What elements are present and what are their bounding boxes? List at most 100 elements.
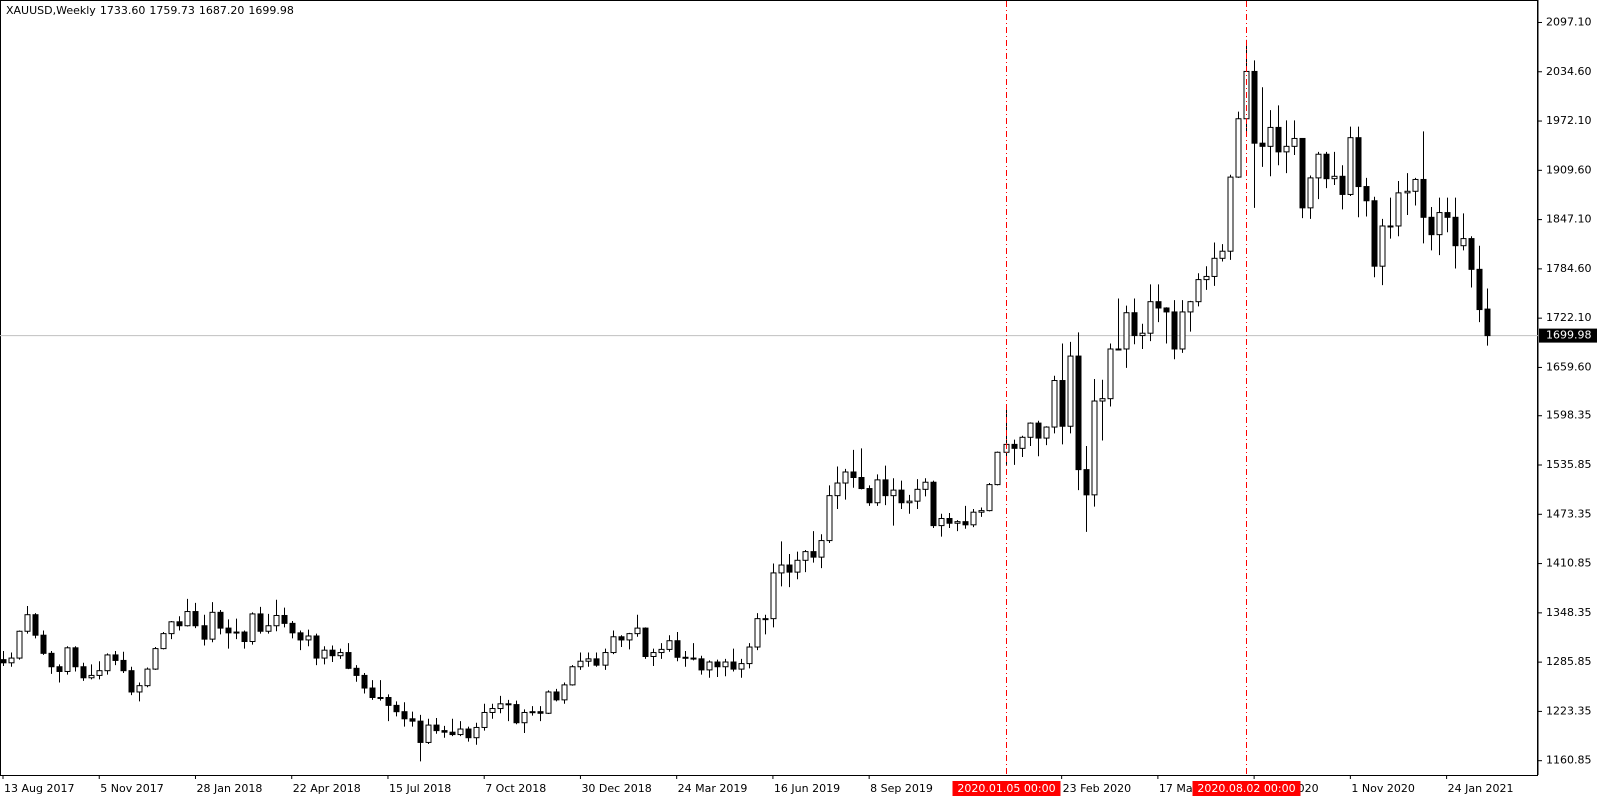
x-tick-label: 22 Apr 2018 (293, 782, 361, 795)
candle-body (1484, 308, 1491, 337)
candle-body (377, 696, 384, 699)
candle-body (24, 614, 31, 632)
candle-body (658, 648, 665, 654)
candle-body (682, 656, 689, 659)
x-tick-label: 1 Nov 2020 (1351, 782, 1414, 795)
candle-body (1091, 400, 1098, 496)
candle-body (545, 691, 552, 714)
candle-body (1219, 250, 1226, 259)
candle-body (1291, 137, 1298, 147)
candle-body (417, 720, 424, 743)
y-tick-label: 1348.35 (1546, 606, 1592, 619)
candle-body (449, 731, 456, 736)
candle-body (634, 627, 641, 635)
candle-body (810, 551, 817, 558)
candle-body (345, 652, 352, 669)
price-tag-bg (1539, 328, 1597, 343)
candle-body (273, 614, 280, 627)
y-tick-label: 2034.60 (1546, 65, 1592, 78)
candle-body (978, 510, 985, 513)
plot-frame (0, 0, 1538, 776)
candle-body (1155, 301, 1162, 309)
candle-body (1315, 153, 1322, 179)
candle-body (834, 482, 841, 497)
candle-body (1347, 137, 1354, 195)
candle-body (305, 635, 312, 641)
candle-body (337, 652, 344, 657)
candle-body (626, 633, 633, 641)
y-tick-label: 2097.10 (1546, 15, 1592, 28)
candle-body (425, 724, 432, 743)
candle-body (762, 618, 769, 621)
candle-body (842, 471, 849, 484)
candle-body (874, 479, 881, 504)
candle-body (361, 674, 368, 689)
candle-body (970, 511, 977, 526)
candle-body (754, 618, 761, 648)
candle-body (32, 614, 39, 636)
candle-body (257, 613, 264, 632)
candle-body (96, 670, 103, 676)
candle-body (666, 640, 673, 650)
y-tick-label: 1972.10 (1546, 114, 1592, 127)
candle-body (802, 551, 809, 561)
candle-body (192, 611, 199, 627)
candle-body (353, 667, 360, 676)
candle-body (994, 451, 1001, 486)
candle-body (1099, 398, 1106, 402)
candle-body (120, 659, 127, 672)
candle-body (88, 674, 95, 679)
candle-body (1363, 186, 1370, 202)
candle-body (1251, 70, 1258, 144)
candle-body (986, 484, 993, 512)
candle-body (786, 564, 793, 573)
candle-body (481, 711, 488, 728)
candle-body (954, 521, 961, 524)
candle-body (1283, 145, 1290, 153)
marker-label: 2020.01.05 00:00 (957, 782, 1055, 795)
candle-body (1235, 118, 1242, 178)
candle-body (1468, 238, 1475, 270)
candle-body (128, 670, 135, 693)
candle-body (369, 687, 376, 698)
candle-body (778, 564, 785, 574)
header-open: 1733.60 (99, 4, 146, 17)
candle-body (1299, 137, 1306, 209)
y-tick-label: 1223.35 (1546, 704, 1592, 717)
candle-body (1420, 178, 1427, 218)
candle-body (930, 481, 937, 527)
candle-body (313, 635, 320, 659)
candle-body (1115, 348, 1122, 351)
candle-body (561, 684, 568, 701)
x-tick-label: 15 Jul 2018 (389, 782, 451, 795)
candle-body (1460, 238, 1467, 247)
candle-body (1436, 212, 1443, 236)
header-close: 1699.98 (248, 4, 294, 17)
candle-body (1395, 192, 1402, 227)
candle-body (473, 726, 480, 739)
candle-body (770, 572, 777, 620)
candle-body (585, 658, 592, 662)
candle-body (1171, 311, 1178, 350)
candle-body (1275, 126, 1282, 153)
candle-body (1179, 311, 1186, 350)
candle-body (393, 704, 400, 713)
candle-body (209, 611, 216, 640)
candle-body (914, 488, 921, 502)
y-tick-label: 1909.60 (1546, 163, 1592, 176)
candle-body (1355, 137, 1362, 188)
candle-body (1107, 348, 1114, 400)
candle-body (80, 666, 87, 679)
x-tick-label: 13 Aug 2017 (4, 782, 74, 795)
candle-body (882, 479, 889, 497)
y-tick-label: 1659.60 (1546, 360, 1592, 373)
marker-label: 2020.08.02 00:00 (1197, 782, 1295, 795)
candle-body (746, 646, 753, 665)
header-high: 1759.73 (149, 4, 195, 17)
candle-body (1203, 275, 1210, 281)
candle-body (0, 659, 7, 664)
candle-body (553, 691, 560, 701)
candle-body (112, 654, 119, 661)
candle-body (489, 708, 496, 713)
candle-body (1404, 190, 1411, 194)
